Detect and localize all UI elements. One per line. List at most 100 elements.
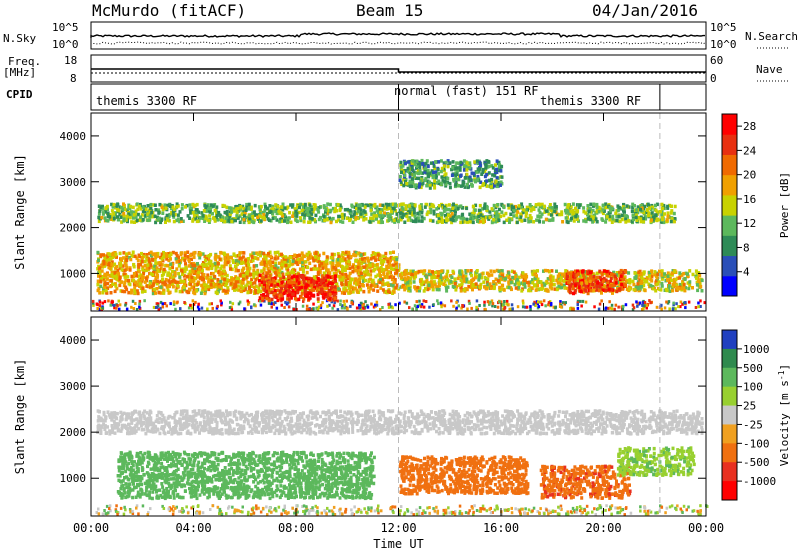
- heatmap-cell: [524, 273, 528, 277]
- heatmap-cell: [191, 270, 195, 274]
- heatmap-cell: [502, 213, 506, 218]
- heatmap-cell: [304, 285, 308, 289]
- heatmap-cell: [371, 216, 375, 220]
- heatmap-cell: [523, 282, 526, 286]
- heatmap-cell: [137, 270, 141, 274]
- heatmap-cell: [260, 262, 264, 266]
- heatmap-cell: [112, 271, 116, 275]
- heatmap-cell: [636, 205, 640, 209]
- heatmap-cell: [370, 212, 374, 216]
- heatmap-cell: [142, 271, 145, 276]
- heatmap-cell: [334, 268, 338, 272]
- heatmap-cell: [203, 291, 207, 296]
- heatmap-cell: [112, 303, 116, 307]
- heatmap-cell: [188, 275, 192, 279]
- heatmap-cell: [203, 203, 207, 208]
- heatmap-cell: [405, 277, 409, 282]
- heatmap-cell: [200, 277, 204, 282]
- heatmap-cell: [275, 211, 279, 216]
- heatmap-cell: [148, 260, 152, 265]
- heatmap-cell: [292, 290, 296, 295]
- heatmap-cell: [340, 306, 344, 310]
- heatmap-cell: [687, 300, 691, 304]
- heatmap-cell: [379, 308, 382, 311]
- heatmap-cell: [286, 301, 290, 305]
- heatmap-cell: [553, 287, 557, 291]
- heatmap-cell: [263, 288, 267, 292]
- heatmap-cell: [276, 256, 280, 260]
- heatmap-cell: [285, 206, 289, 211]
- heatmap-cell: [394, 263, 398, 267]
- heatmap-cell: [569, 205, 573, 209]
- heatmap-cell: [440, 212, 444, 216]
- heatmap-cell: [158, 202, 162, 207]
- heatmap-cell: [584, 272, 588, 276]
- heatmap-cell: [217, 283, 221, 287]
- heatmap-cell: [245, 261, 249, 265]
- heatmap-cell: [575, 278, 579, 282]
- heatmap-cell: [391, 202, 395, 206]
- heatmap-cell: [118, 212, 122, 217]
- heatmap-cell: [470, 214, 474, 218]
- heatmap-cell: [345, 274, 349, 278]
- heatmap-cell: [695, 283, 699, 287]
- heatmap-cell: [187, 277, 191, 281]
- heatmap-cell: [197, 210, 201, 214]
- heatmap-cell: [223, 258, 227, 263]
- heatmap-cell: [128, 266, 132, 270]
- heatmap-cell: [483, 285, 486, 289]
- heatmap-cell: [452, 304, 455, 308]
- heatmap-cell: [639, 272, 643, 276]
- heatmap-cell: [550, 287, 554, 291]
- heatmap-cell: [295, 275, 299, 279]
- heatmap-cell: [229, 206, 233, 210]
- heatmap-cell: [256, 252, 260, 257]
- heatmap-cell: [130, 210, 133, 214]
- heatmap-cell: [305, 210, 308, 215]
- heatmap-cell: [301, 203, 305, 207]
- heatmap-cell: [477, 208, 481, 213]
- heatmap-cell: [331, 275, 335, 279]
- heatmap-cell: [272, 293, 276, 297]
- heatmap-cell: [326, 268, 330, 272]
- heatmap-cell: [226, 260, 230, 265]
- heatmap-cell: [205, 276, 209, 280]
- heatmap-cell: [184, 205, 187, 209]
- heatmap-cell: [201, 262, 205, 267]
- heatmap-cell: [461, 305, 465, 308]
- heatmap-cell: [171, 250, 175, 255]
- heatmap-cell: [348, 288, 352, 292]
- heatmap-cell: [614, 211, 618, 216]
- heatmap-cell: [110, 217, 114, 221]
- heatmap-cell: [372, 305, 376, 309]
- heatmap-cell: [343, 257, 347, 261]
- heatmap-cell: [683, 288, 687, 293]
- heatmap-cell: [334, 271, 338, 276]
- heatmap-cell: [432, 275, 436, 280]
- heatmap-cell: [270, 302, 273, 306]
- heatmap-cell: [520, 205, 523, 209]
- heatmap-cell: [287, 276, 291, 281]
- heatmap-cell: [598, 269, 602, 274]
- heatmap-cell: [363, 305, 367, 309]
- heatmap-cell: [298, 205, 301, 210]
- heatmap-cell: [143, 210, 147, 214]
- heatmap-cell: [459, 204, 463, 208]
- heatmap-cell: [270, 297, 274, 302]
- heatmap-cell: [366, 270, 369, 274]
- heatmap-cell: [133, 289, 137, 293]
- heatmap-cell: [166, 273, 170, 277]
- heatmap-cell: [127, 203, 131, 207]
- heatmap-cell: [459, 285, 463, 290]
- heatmap-cell: [346, 283, 350, 287]
- heatmap-cell: [326, 283, 330, 287]
- heatmap-cell: [272, 278, 276, 283]
- heatmap-cell: [548, 205, 552, 209]
- heatmap-cell: [460, 213, 464, 217]
- heatmap-cell: [109, 303, 112, 307]
- heatmap-cell: [634, 211, 638, 215]
- heatmap-cell: [657, 217, 661, 222]
- heatmap-cell: [478, 203, 482, 208]
- heatmap-cell: [536, 283, 540, 288]
- heatmap-cell: [148, 251, 152, 256]
